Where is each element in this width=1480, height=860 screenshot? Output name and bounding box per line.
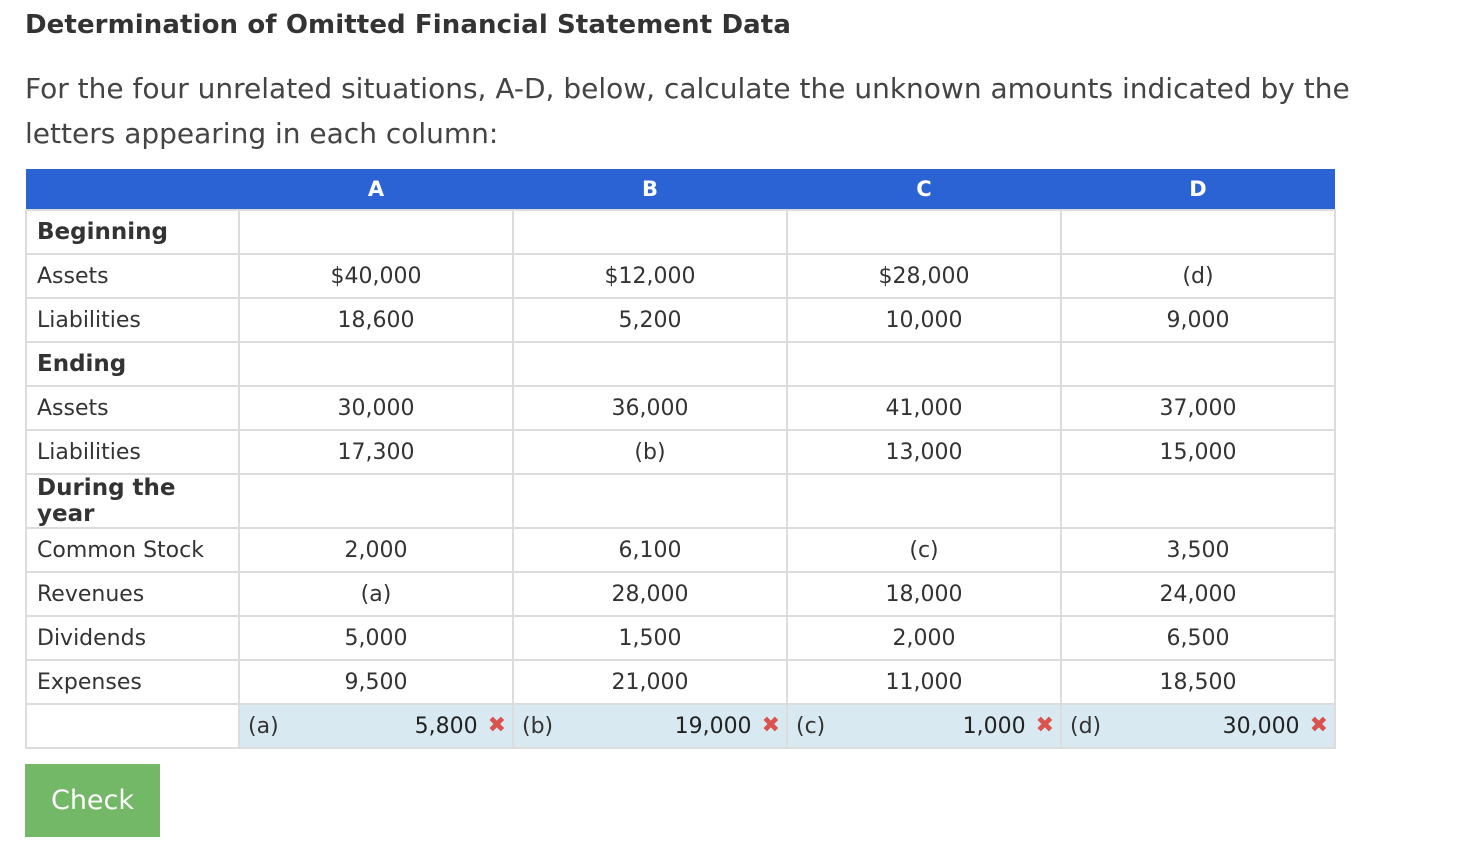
answer-input-b[interactable]: 19,000: [674, 713, 752, 739]
table-row: Ending: [25, 341, 1336, 387]
cell-value: 21,000: [512, 659, 788, 705]
header-cell-b: B: [513, 169, 787, 210]
x-icon: ✖: [1035, 713, 1054, 738]
financial-data-table: A B C D Beginning Assets $40,000 $12,000…: [25, 169, 1336, 749]
answer-input-d[interactable]: 30,000: [1222, 713, 1300, 739]
table-row: Liabilities 18,600 5,200 10,000 9,000: [25, 297, 1336, 343]
cell-value: [512, 341, 788, 387]
answer-cell-c[interactable]: (c) 1,000 ✖: [786, 703, 1062, 749]
x-icon: ✖: [487, 713, 506, 738]
table-header-row: A B C D: [26, 169, 1335, 210]
x-icon: ✖: [1309, 713, 1328, 738]
row-label: Liabilities: [25, 429, 240, 475]
instructions-text: For the four unrelated situations, A-D, …: [25, 72, 1350, 150]
cell-value: 18,600: [238, 297, 514, 343]
answer-letter: (d): [1070, 713, 1102, 739]
row-label: During the year: [25, 473, 240, 529]
cell-value: [512, 473, 788, 529]
cell-value: (c): [786, 527, 1062, 573]
cell-value: [238, 209, 514, 255]
cell-value: 37,000: [1060, 385, 1336, 431]
table-row: Assets $40,000 $12,000 $28,000 (d): [25, 253, 1336, 299]
header-cell-a: A: [239, 169, 513, 210]
row-label: Expenses: [25, 659, 240, 705]
x-icon: ✖: [761, 713, 780, 738]
cell-value: [786, 473, 1062, 529]
table-row: Common Stock 2,000 6,100 (c) 3,500: [25, 527, 1336, 573]
cell-value: [512, 209, 788, 255]
cell-value: 13,000: [786, 429, 1062, 475]
answer-cell-a[interactable]: (a) 5,800 ✖: [238, 703, 514, 749]
cell-value: 9,500: [238, 659, 514, 705]
header-cell-d: D: [1061, 169, 1335, 210]
cell-value: [786, 209, 1062, 255]
cell-value: 5,000: [238, 615, 514, 661]
cell-value: 18,500: [1060, 659, 1336, 705]
cell-value: 2,000: [786, 615, 1062, 661]
table-row: Beginning: [25, 209, 1336, 255]
cell-value: (d): [1060, 253, 1336, 299]
cell-value: 15,000: [1060, 429, 1336, 475]
cell-value: 30,000: [238, 385, 514, 431]
cell-value: $28,000: [786, 253, 1062, 299]
answer-letter: (c): [796, 713, 826, 739]
answer-row: (a) 5,800 ✖ (b) 19,000 ✖: [25, 703, 1336, 749]
answer-input-c[interactable]: 1,000: [962, 713, 1026, 739]
header-cell-blank: [26, 169, 239, 210]
cell-value: 17,300: [238, 429, 514, 475]
row-label: Assets: [25, 253, 240, 299]
cell-value: (b): [512, 429, 788, 475]
row-label: Beginning: [25, 209, 240, 255]
page-title: Determination of Omitted Financial State…: [25, 10, 791, 40]
table-row: Dividends 5,000 1,500 2,000 6,500: [25, 615, 1336, 661]
answer-letter: (a): [248, 713, 279, 739]
cell-value: [238, 473, 514, 529]
answer-row-label-blank: [25, 703, 240, 749]
cell-value: 1,500: [512, 615, 788, 661]
cell-value: 11,000: [786, 659, 1062, 705]
cell-value: $40,000: [238, 253, 514, 299]
cell-value: [786, 341, 1062, 387]
row-label: Liabilities: [25, 297, 240, 343]
check-button[interactable]: Check: [25, 764, 160, 837]
row-label: Assets: [25, 385, 240, 431]
cell-value: 41,000: [786, 385, 1062, 431]
cell-value: (a): [238, 571, 514, 617]
cell-value: [1060, 209, 1336, 255]
answer-cell-d[interactable]: (d) 30,000 ✖: [1060, 703, 1336, 749]
cell-value: 24,000: [1060, 571, 1336, 617]
cell-value: 6,100: [512, 527, 788, 573]
table-row: During the year: [25, 473, 1336, 529]
cell-value: 18,000: [786, 571, 1062, 617]
answer-input-a[interactable]: 5,800: [414, 713, 478, 739]
cell-value: 3,500: [1060, 527, 1336, 573]
cell-value: 2,000: [238, 527, 514, 573]
answer-letter: (b): [522, 713, 554, 739]
cell-value: 6,500: [1060, 615, 1336, 661]
cell-value: 28,000: [512, 571, 788, 617]
row-label: Common Stock: [25, 527, 240, 573]
cell-value: 5,200: [512, 297, 788, 343]
header-cell-c: C: [787, 169, 1061, 210]
row-label: Revenues: [25, 571, 240, 617]
cell-value: [1060, 473, 1336, 529]
table-row: Expenses 9,500 21,000 11,000 18,500: [25, 659, 1336, 705]
row-label: Ending: [25, 341, 240, 387]
cell-value: 9,000: [1060, 297, 1336, 343]
answer-cell-b[interactable]: (b) 19,000 ✖: [512, 703, 788, 749]
table-row: Assets 30,000 36,000 41,000 37,000: [25, 385, 1336, 431]
table-row: Revenues (a) 28,000 18,000 24,000: [25, 571, 1336, 617]
cell-value: [1060, 341, 1336, 387]
row-label: Dividends: [25, 615, 240, 661]
table-row: Liabilities 17,300 (b) 13,000 15,000: [25, 429, 1336, 475]
cell-value: 10,000: [786, 297, 1062, 343]
cell-value: 36,000: [512, 385, 788, 431]
cell-value: [238, 341, 514, 387]
cell-value: $12,000: [512, 253, 788, 299]
